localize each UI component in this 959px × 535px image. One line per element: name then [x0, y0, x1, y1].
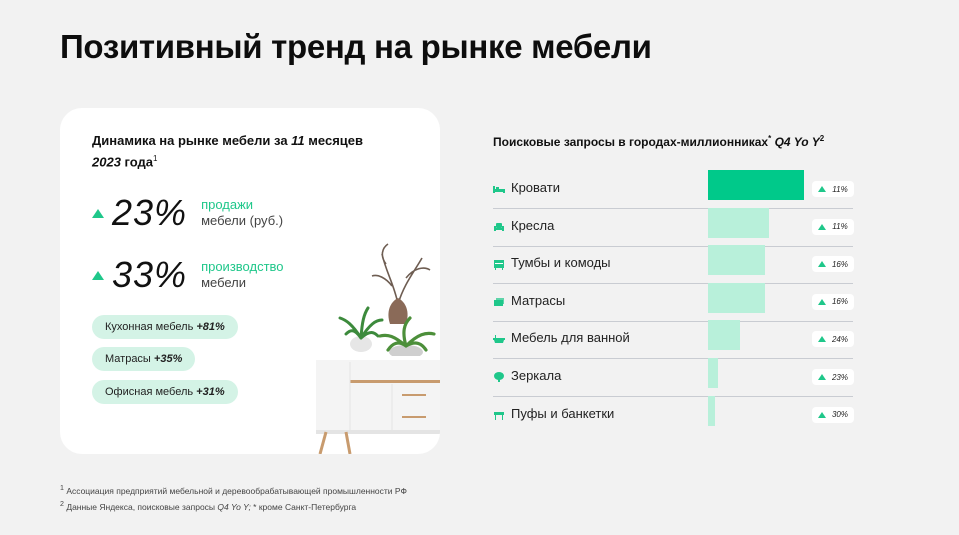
up-triangle-icon	[817, 261, 826, 268]
bar	[708, 395, 715, 426]
pill-mattresses: Матрасы +35%	[92, 347, 196, 371]
sales-value: 23%	[112, 192, 188, 233]
up-triangle-icon	[817, 374, 826, 380]
chart-row: Кресла 11%	[493, 207, 854, 247]
growth-badge: 11%	[812, 218, 854, 235]
data-label: 11%	[832, 184, 848, 194]
up-triangle-icon	[817, 336, 826, 343]
footnote-2: 2 Данные Яндекса, поисковые запросы Q4 Y…	[60, 499, 357, 512]
bar	[708, 245, 765, 276]
dresser-illustration	[316, 243, 440, 454]
armchair-icon	[493, 220, 505, 232]
sales-stat: 23% продажи мебели (руб.)	[92, 192, 283, 234]
growth-badge: 23%	[812, 369, 854, 385]
mattress-icon	[493, 295, 505, 307]
category-label: Зеркала	[511, 368, 562, 383]
bed-icon	[493, 182, 505, 194]
footnote-1: 1 Ассоциация предприятий мебельной и дер…	[60, 484, 407, 496]
chart-row: Кровати 11%	[493, 170, 854, 209]
category-label: Матрасы	[511, 292, 566, 308]
chart-row: Тумбы и комоды 16%	[493, 245, 854, 285]
mirror-icon	[493, 370, 505, 382]
chart-row: Матрасы 16%	[493, 282, 854, 322]
production-stat: 33% производство мебели	[92, 254, 284, 296]
bar	[708, 282, 765, 313]
data-label: 16%	[831, 297, 848, 307]
up-triangle-icon	[817, 411, 826, 418]
data-label: 23%	[831, 372, 848, 382]
bar	[708, 207, 770, 238]
bath-icon	[493, 332, 505, 344]
data-label: 11%	[832, 222, 848, 232]
growth-badge: 24%	[812, 331, 854, 348]
chart-row: Зеркала 23%	[493, 358, 854, 397]
market-dynamics-card: Динамика на рынке мебели за 11 месяцев 2…	[60, 108, 440, 454]
data-label: 16%	[831, 259, 848, 269]
page-title: Позитивный тренд на рынке мебели	[60, 28, 652, 65]
pill-office: Офисная мебель +31%	[92, 380, 238, 404]
growth-badge: 11%	[812, 181, 854, 197]
up-triangle-icon	[818, 186, 827, 192]
growth-badge: 16%	[812, 256, 854, 273]
production-value: 33%	[112, 254, 188, 295]
card-heading: Динамика на рынке мебели за 11 месяцев 2…	[92, 133, 363, 170]
data-label: 30%	[831, 410, 848, 420]
data-label: 24%	[831, 334, 848, 344]
category-label: Кресла	[511, 217, 555, 233]
growth-badge: 16%	[812, 293, 854, 310]
chart-row: Пуфы и банкетки 30%	[493, 395, 854, 434]
bar	[708, 320, 740, 351]
category-label: Кровати	[511, 180, 560, 195]
growth-badge: 30%	[812, 406, 854, 423]
up-triangle-icon	[817, 298, 826, 305]
bar	[708, 358, 718, 388]
category-label: Пуфы и банкетки	[511, 405, 615, 421]
production-label: производство	[201, 259, 284, 274]
up-triangle-icon	[818, 223, 827, 230]
sales-sublabel: мебели (руб.)	[201, 213, 284, 228]
ottoman-icon	[493, 408, 505, 420]
category-label: Мебель для ванной	[511, 330, 630, 346]
footnotes: 1 Ассоциация предприятий мебельной и дер…	[60, 482, 407, 514]
sales-label: продажи	[201, 197, 254, 212]
up-triangle-icon	[92, 208, 104, 218]
production-sublabel: мебели	[201, 275, 247, 290]
bar	[708, 170, 804, 200]
up-triangle-icon	[92, 270, 104, 280]
pill-kitchen: Кухонная мебель +81%	[92, 315, 238, 339]
chart-row: Мебель для ванной 24%	[493, 320, 854, 360]
category-label: Тумбы и комоды	[511, 255, 611, 271]
dresser-icon	[493, 257, 505, 271]
chart-title: Поисковые запросы в городах-миллионниках…	[493, 134, 825, 149]
